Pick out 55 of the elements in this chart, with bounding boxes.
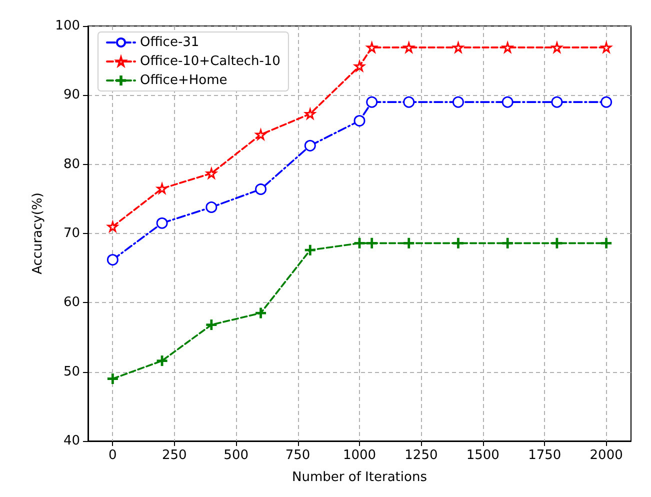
point [106,254,118,266]
point [600,96,612,108]
point [552,42,562,53]
x-tick-label: 500 [224,448,249,463]
point [354,60,365,72]
point [156,183,168,194]
y-tick-label: 40 [63,434,80,448]
point [107,374,118,384]
point [601,238,612,248]
point [107,221,118,232]
point [502,238,513,248]
x-axis-title: Number of Iterations [292,470,428,485]
point [354,115,366,127]
point [552,238,562,248]
x-tick-label: 2000 [590,448,623,463]
x-tick-label: 1750 [528,448,562,463]
point [452,96,464,108]
legend-label: Office+Home [140,73,228,88]
x-tick-label: 1500 [466,448,500,463]
point [206,320,217,330]
point [366,96,378,108]
point [404,42,414,53]
point [366,42,378,53]
point [255,183,267,195]
point [366,238,378,248]
x-tick-label: 750 [285,448,310,463]
x-tick-label: 1000 [342,448,376,463]
y-tick-label: 60 [63,295,80,310]
point [304,140,316,152]
point [502,96,514,108]
y-tick-label: 50 [63,364,80,380]
point [502,42,513,53]
point [601,42,612,53]
point [354,238,365,248]
point [156,217,168,229]
point [452,238,464,248]
point [403,96,415,108]
x-tick-label: 0 [108,448,117,463]
point [256,308,266,318]
y-tick-label: 100 [55,18,80,34]
y-tick-label: 80 [63,156,80,172]
y-axis-title: Accuracy(%) [30,192,46,274]
point [452,42,464,53]
x-tick-label: 250 [162,448,187,463]
point [156,356,168,366]
point [551,96,563,108]
y-tick-label: 90 [63,88,80,103]
legend-label: Office-31 [140,35,200,50]
point [206,201,218,213]
point [256,129,266,140]
y-tick-label: 70 [63,226,80,241]
legend-label: Office-10+Caltech-10 [140,54,280,69]
point [304,244,316,256]
point [404,238,414,248]
x-tick-label: 1250 [404,448,438,463]
